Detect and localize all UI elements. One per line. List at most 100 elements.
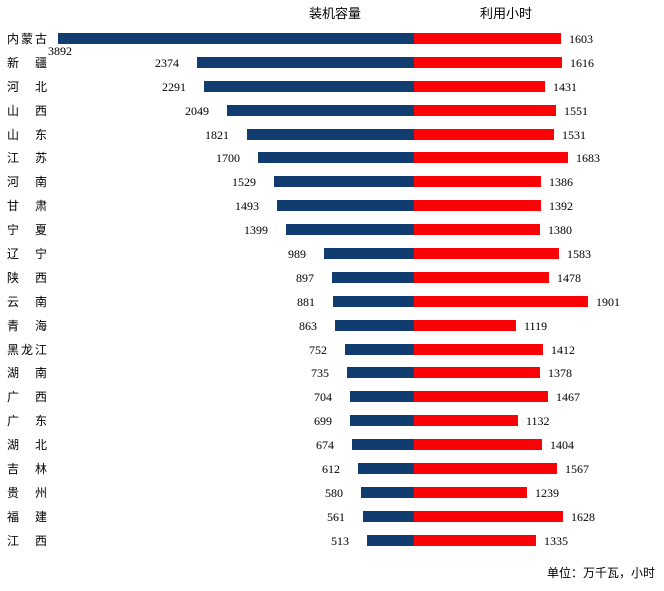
hours-bar xyxy=(414,391,548,403)
hours-bar xyxy=(414,367,540,379)
hours-value-label: 1335 xyxy=(544,533,568,548)
capacity-bar xyxy=(332,271,414,283)
hours-bar xyxy=(414,319,516,331)
hours-value-label: 1119 xyxy=(524,318,548,333)
hours-bar xyxy=(414,295,588,307)
chart-row: 云南 881 1901 xyxy=(0,290,664,314)
hours-bar xyxy=(414,415,518,427)
province-label: 山东 xyxy=(7,127,47,142)
chart-row: 吉林 612 1567 xyxy=(0,457,664,481)
capacity-value-label: 612 xyxy=(322,462,340,477)
hours-value-label: 1386 xyxy=(549,175,573,190)
hours-value-label: 1531 xyxy=(562,127,586,142)
hours-legend-label: 利用小时 xyxy=(479,6,533,21)
province-label: 黑龙江 xyxy=(7,342,47,357)
hours-value-label: 1616 xyxy=(570,55,594,70)
hours-value-label: 1239 xyxy=(535,485,559,500)
hours-bar xyxy=(414,200,541,212)
hours-bar xyxy=(414,463,557,475)
province-label: 新疆 xyxy=(7,55,47,70)
hours-value-label: 1567 xyxy=(565,462,589,477)
capacity-bar xyxy=(350,415,414,427)
chart-row: 河南 1529 1386 xyxy=(0,170,664,194)
hours-value-label: 1603 xyxy=(569,32,593,46)
capacity-value-label: 699 xyxy=(314,414,332,429)
capacity-bar xyxy=(247,128,414,140)
chart-row: 江苏 1700 1683 xyxy=(0,146,664,170)
province-label: 河南 xyxy=(7,175,47,190)
hours-value-label: 1431 xyxy=(553,79,577,94)
hours-value-label: 1683 xyxy=(576,151,600,166)
hours-bar xyxy=(414,33,561,44)
hours-value-label: 1404 xyxy=(550,438,574,453)
province-label: 内蒙古 xyxy=(7,32,47,46)
hours-bar xyxy=(414,152,568,164)
chart-row: 辽宁 989 1583 xyxy=(0,242,664,266)
capacity-value-label: 1821 xyxy=(205,127,229,142)
hours-bar xyxy=(414,224,540,236)
capacity-bar xyxy=(258,152,414,164)
chart-row: 山西 2049 1551 xyxy=(0,99,664,123)
capacity-bar xyxy=(345,343,414,355)
province-label: 江苏 xyxy=(7,151,47,166)
capacity-value-label: 674 xyxy=(316,438,334,453)
hours-value-label: 1392 xyxy=(549,199,573,214)
unit-note: 单位：万千瓦，小时 xyxy=(546,566,655,580)
hours-value-label: 1478 xyxy=(557,270,581,285)
hours-value-label: 1467 xyxy=(556,390,580,405)
hours-bar xyxy=(414,80,545,92)
province-label: 山西 xyxy=(7,103,47,118)
province-label: 宁夏 xyxy=(7,223,47,238)
chart-row: 湖南 735 1378 xyxy=(0,361,664,385)
capacity-value-label: 735 xyxy=(311,366,329,381)
province-label: 河北 xyxy=(7,79,47,94)
province-label: 江西 xyxy=(7,533,47,548)
capacity-value-label: 2049 xyxy=(185,103,209,118)
capacity-value-label: 1700 xyxy=(216,151,240,166)
chart-row: 福建 561 1628 xyxy=(0,505,664,529)
chart-row: 广东 699 1132 xyxy=(0,409,664,433)
hours-value-label: 1412 xyxy=(551,342,575,357)
capacity-bar xyxy=(324,248,414,260)
chart-row: 江西 513 1335 xyxy=(0,529,664,553)
hours-bar xyxy=(414,128,554,140)
chart-row: 陕西 897 1478 xyxy=(0,266,664,290)
chart-row: 河北 2291 1431 xyxy=(0,75,664,99)
capacity-value-label: 1529 xyxy=(232,175,256,190)
hours-bar xyxy=(414,510,563,522)
capacity-bar xyxy=(274,176,414,188)
capacity-bar xyxy=(363,510,414,522)
capacity-bar xyxy=(197,56,414,68)
chart-row: 黑龙江 752 1412 xyxy=(0,338,664,362)
province-label: 陕西 xyxy=(7,270,47,285)
hours-value-label: 1628 xyxy=(571,509,595,524)
capacity-value-label: 704 xyxy=(314,390,332,405)
capacity-bar xyxy=(347,367,414,379)
chart-row: 新疆 2374 1616 xyxy=(0,51,664,75)
hours-bar xyxy=(414,271,549,283)
capacity-value-label: 752 xyxy=(309,342,327,357)
hours-value-label: 1132 xyxy=(526,414,550,429)
province-label: 广东 xyxy=(7,414,47,429)
capacity-bar xyxy=(352,439,414,451)
chart-rows: 内蒙古 3892 1603 新疆 2374 1616 河北 2291 1431 … xyxy=(0,27,664,553)
capacity-bar xyxy=(350,391,414,403)
capacity-bar xyxy=(333,295,414,307)
province-label: 吉林 xyxy=(7,462,47,477)
hours-bar xyxy=(414,439,542,451)
capacity-value-label: 561 xyxy=(327,509,345,524)
hours-bar xyxy=(414,534,536,546)
hours-bar xyxy=(414,56,562,68)
capacity-bar xyxy=(286,224,414,236)
capacity-bar xyxy=(361,486,414,498)
hours-value-label: 1901 xyxy=(596,294,620,309)
hours-bar xyxy=(414,248,559,260)
hours-value-label: 1380 xyxy=(548,223,572,238)
chart-row: 内蒙古 3892 1603 xyxy=(0,27,664,58)
province-label: 辽宁 xyxy=(7,247,47,262)
hours-value-label: 1583 xyxy=(567,247,591,262)
chart-row: 青海 863 1119 xyxy=(0,314,664,338)
chart-row: 甘肃 1493 1392 xyxy=(0,194,664,218)
capacity-value-label: 2374 xyxy=(155,55,179,70)
